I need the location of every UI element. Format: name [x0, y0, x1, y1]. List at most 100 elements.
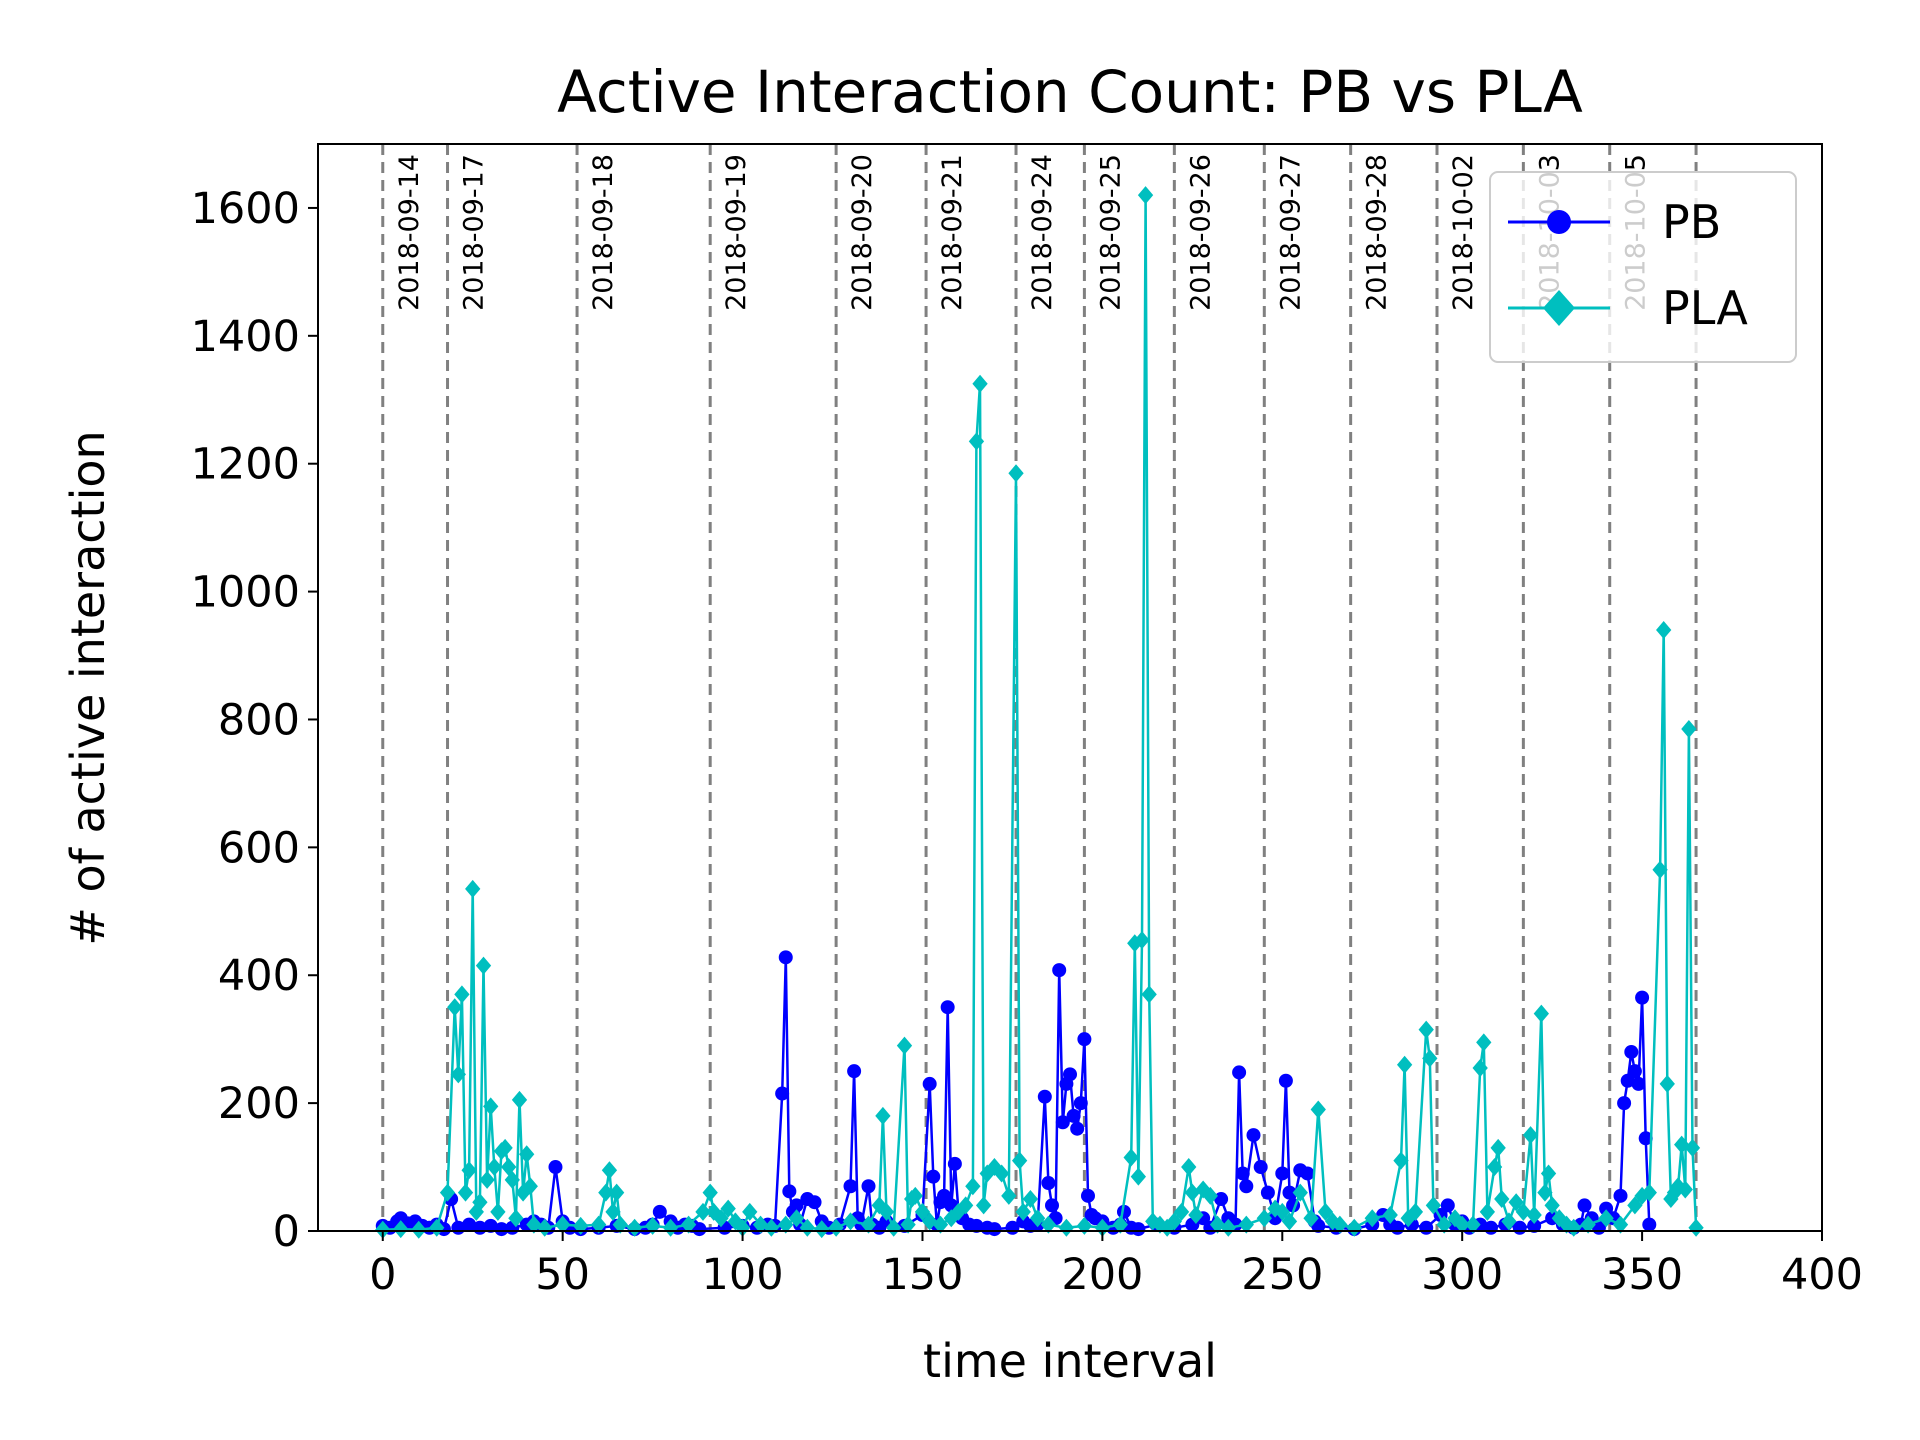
data-point — [926, 1169, 941, 1184]
data-point — [475, 956, 492, 975]
data-point — [1058, 1218, 1075, 1237]
data-point — [1617, 1096, 1632, 1111]
data-point — [605, 1202, 621, 1221]
data-point — [1422, 1049, 1438, 1068]
data-point — [972, 374, 988, 393]
data-point — [479, 1170, 495, 1189]
data-point — [782, 1184, 797, 1199]
data-point — [1052, 963, 1067, 978]
data-point — [511, 1090, 528, 1109]
data-point — [1045, 1198, 1060, 1213]
data-point — [1508, 1193, 1524, 1212]
data-point — [483, 1097, 499, 1116]
data-point — [1479, 1202, 1496, 1221]
data-point — [922, 1076, 937, 1091]
data-point — [1037, 1089, 1052, 1104]
data-point — [842, 1212, 859, 1231]
data-point — [1540, 1164, 1557, 1183]
x-tick-label: 150 — [881, 1250, 963, 1300]
data-point — [861, 1179, 876, 1194]
x-axis: 0 50 100 150 200 250 300 350 400 — [369, 1231, 1863, 1300]
data-point — [993, 1164, 1010, 1183]
data-point — [1040, 1215, 1057, 1234]
y-tick-label: 1000 — [191, 568, 300, 618]
data-point — [1599, 1201, 1614, 1216]
data-point — [958, 1196, 974, 1215]
day-label: 2018-09-18 — [588, 154, 619, 311]
data-point — [555, 1215, 571, 1234]
data-point — [1364, 1209, 1380, 1228]
data-point — [1627, 1196, 1643, 1215]
data-point — [775, 1086, 790, 1101]
data-point — [508, 1209, 524, 1228]
data-point — [1527, 1218, 1542, 1233]
data-point — [1325, 1212, 1341, 1231]
data-point — [968, 432, 985, 451]
data-point — [752, 1215, 769, 1234]
chart-title: Active Interaction Count: PB vs PLA — [557, 58, 1583, 126]
data-point — [429, 1218, 445, 1237]
data-point — [1073, 1096, 1088, 1111]
data-point — [1080, 1188, 1095, 1203]
data-point — [537, 1218, 553, 1237]
data-point — [922, 1212, 938, 1231]
data-point — [393, 1220, 409, 1239]
data-point — [1393, 1151, 1409, 1170]
data-point — [1001, 1186, 1017, 1205]
data-point — [878, 1202, 895, 1221]
data-point — [1134, 931, 1150, 950]
data-point — [1501, 1212, 1517, 1231]
data-point — [695, 1202, 711, 1221]
data-point — [1638, 1131, 1653, 1146]
data-point — [1015, 1202, 1031, 1221]
x-tick-label: 200 — [1061, 1250, 1143, 1300]
data-point — [1598, 1209, 1614, 1228]
data-point — [1127, 934, 1143, 953]
data-point — [907, 1186, 923, 1205]
data-point — [1260, 1185, 1275, 1200]
data-point — [1627, 1064, 1642, 1079]
data-point — [375, 1220, 391, 1239]
data-point — [1515, 1202, 1532, 1221]
day-label: 2018-09-26 — [1185, 154, 1216, 311]
data-point — [1282, 1185, 1297, 1200]
data-point — [1624, 1044, 1639, 1059]
data-point — [450, 1065, 466, 1084]
data-point — [1159, 1218, 1175, 1237]
data-point — [788, 1209, 805, 1228]
data-point — [1292, 1183, 1308, 1202]
day-label: 2018-09-28 — [1362, 154, 1393, 311]
data-point — [1436, 1215, 1452, 1234]
data-point — [969, 1218, 984, 1233]
day-label: 2018-09-24 — [1027, 154, 1058, 311]
plot-frame — [317, 143, 1823, 1232]
data-point — [1494, 1190, 1510, 1209]
legend-label-pla: PLA — [1662, 281, 1748, 335]
data-point — [1425, 1196, 1442, 1215]
data-point — [1537, 1183, 1553, 1202]
data-point — [914, 1202, 931, 1221]
data-point — [1256, 1209, 1272, 1228]
data-point — [497, 1138, 513, 1157]
data-point — [1486, 1158, 1503, 1177]
data-point — [940, 1000, 955, 1015]
data-point — [465, 879, 481, 898]
data-point — [1526, 1206, 1542, 1225]
data-point — [1407, 1202, 1424, 1221]
y-axis: 0 200 400 600 800 1000 1200 1400 1600 — [191, 184, 318, 1257]
data-point — [1382, 1206, 1398, 1225]
data-point — [763, 1218, 780, 1237]
data-point — [900, 1215, 916, 1234]
data-point — [1022, 1190, 1039, 1209]
x-tick-label: 50 — [535, 1250, 590, 1300]
x-tick-label: 300 — [1421, 1250, 1503, 1300]
data-point — [1635, 990, 1650, 1005]
data-point — [548, 1160, 563, 1175]
data-point — [1220, 1218, 1236, 1237]
data-point — [447, 998, 463, 1017]
data-point — [965, 1177, 981, 1196]
data-point — [1613, 1188, 1628, 1203]
data-point — [1145, 1212, 1161, 1231]
data-point — [1173, 1202, 1190, 1221]
